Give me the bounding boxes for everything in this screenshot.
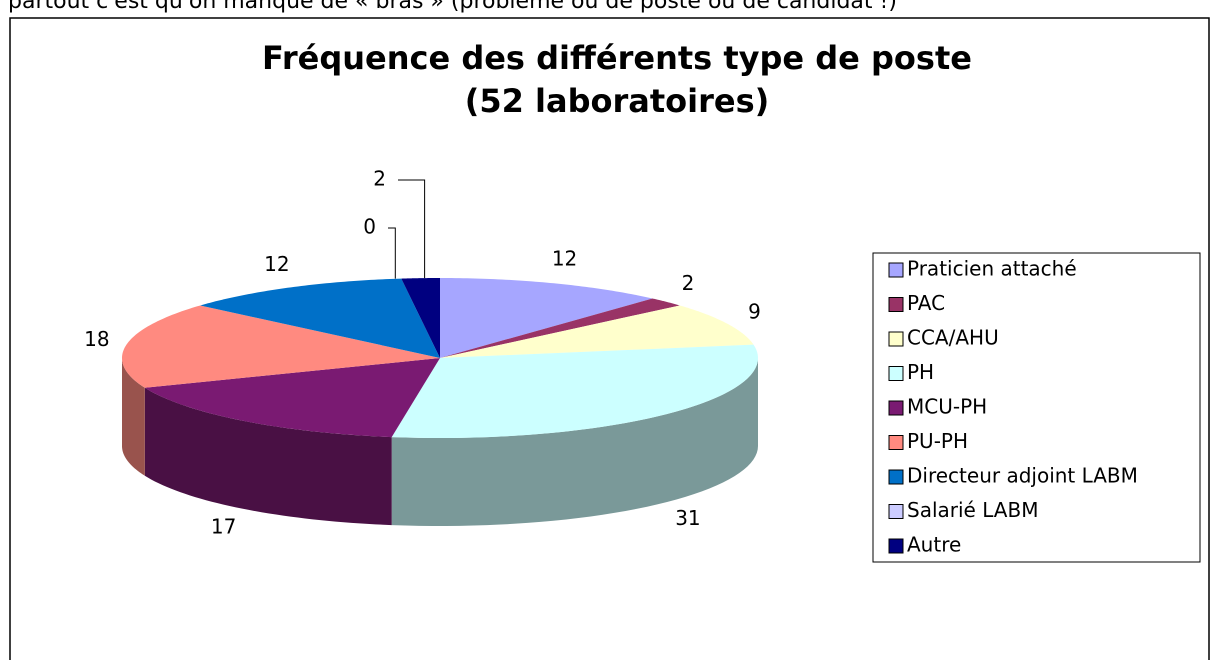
data-label: 31 [675,506,700,530]
leader-line [388,227,396,279]
pie-slice [440,305,754,358]
pie-slice [401,278,440,358]
pie-slice [440,298,680,358]
legend-label: PAC [907,291,945,315]
legend-label: CCA/AHU [907,326,999,350]
leader-line [398,179,426,279]
legend-box [872,252,1201,563]
pie-side [391,358,758,526]
legend-label: Directeur adjoint LABM [907,464,1138,488]
pie-slice [144,358,440,438]
legend-label: PH [907,360,934,384]
data-label: 0 [363,215,376,239]
data-label: 17 [211,515,236,539]
legend-swatch [888,366,904,381]
pie-slice [200,278,440,358]
legend-label: PU-PH [907,429,968,453]
legend-label: MCU-PH [907,395,987,419]
legend-label: Autre [907,533,961,557]
legend-label: Salarié LABM [907,498,1038,522]
data-label: 2 [682,271,695,295]
data-label: 9 [748,300,761,324]
legend-swatch [888,331,904,347]
legend-swatch [888,400,904,416]
data-label: 18 [84,327,109,351]
pie-slice [440,278,653,358]
top-text: partout c'est qu'on manque de « bras » (… [8,0,897,14]
pie-side [144,387,392,526]
legend-swatch [888,262,904,278]
data-label: 12 [552,246,577,270]
legend-swatch [888,469,904,485]
chart-title: Fréquence des différents type de poste [262,39,972,77]
legend-swatch [888,435,904,450]
chart-title: (52 laboratoires) [465,82,770,120]
data-label: 2 [373,167,386,191]
pie-slice [122,305,441,388]
legend-swatch [888,538,904,554]
data-label: 12 [264,252,289,276]
pie-side [122,358,145,476]
legend-swatch [888,297,904,312]
pie-slice [391,344,758,438]
legend-label: Praticien attaché [907,257,1077,281]
legend-swatch [888,504,904,519]
